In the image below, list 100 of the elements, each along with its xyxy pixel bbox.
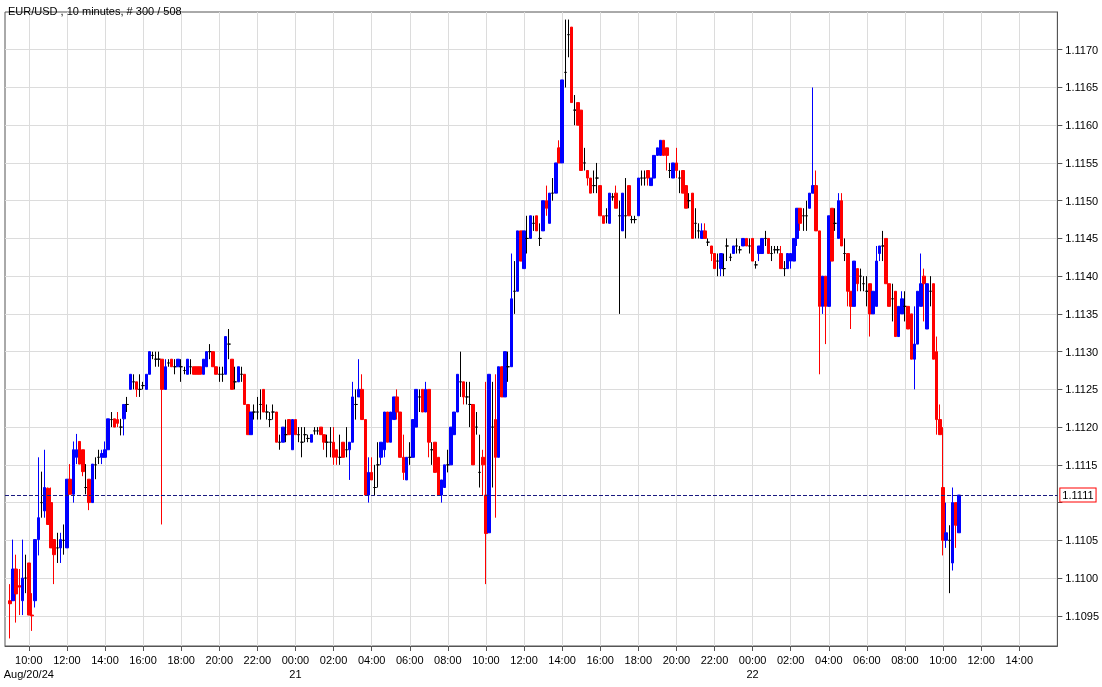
candlestick (798, 207, 802, 232)
candlestick (249, 411, 253, 436)
candlestick (227, 328, 231, 360)
candlestick (233, 366, 237, 390)
candlestick (237, 366, 240, 383)
candlestick (421, 388, 424, 413)
candlestick (751, 237, 754, 262)
candlestick (122, 403, 126, 436)
candlestick (779, 245, 783, 270)
x-tick-label: 06:00 (853, 653, 881, 666)
candlestick (424, 381, 427, 413)
x-tick-label: 02:00 (776, 653, 805, 666)
x-tick-label: 18:00 (167, 653, 195, 666)
candlestick (541, 200, 545, 232)
candlestick (329, 426, 332, 458)
candlestick (694, 207, 697, 239)
y-tick-label: 1.1160 (1065, 119, 1099, 132)
x-tick-label: 22:00 (243, 653, 272, 666)
candlestick (843, 237, 846, 262)
candlestick (471, 403, 475, 466)
ref-line-label: 1.1111 (1062, 489, 1094, 502)
candlestick (176, 358, 180, 368)
candlestick (538, 222, 542, 247)
candlestick (475, 411, 478, 436)
x-tick-label: 22:00 (700, 653, 729, 666)
candlestick (525, 215, 529, 255)
text: Aug/20/24 (3, 667, 54, 680)
candlestick (624, 177, 627, 239)
y-tick-label: 1.1130 (1065, 345, 1099, 358)
candlestick (278, 434, 281, 451)
candlestick (748, 237, 751, 255)
candlestick (116, 411, 119, 428)
y-tick-label: 1.1125 (1065, 383, 1099, 396)
x-tick-label: 00:00 (738, 653, 767, 666)
candlestick (405, 456, 408, 481)
candlestick (618, 200, 621, 315)
candlestick (805, 200, 808, 232)
candlestick (97, 449, 100, 465)
candlestick (40, 471, 43, 519)
candlestick (491, 381, 494, 488)
candlestick (462, 381, 465, 405)
y-tick-label: 1.1095 (1065, 609, 1100, 622)
x-tick-label: 00:00 (281, 653, 310, 666)
x-tick-label: 16:00 (586, 653, 614, 666)
candlestick (840, 192, 843, 247)
candlestick (275, 411, 278, 443)
candlestick (186, 358, 189, 375)
candlestick (671, 162, 675, 179)
candlestick (948, 524, 951, 594)
candlestick (745, 237, 748, 247)
candlestick (567, 19, 570, 58)
x-tick-label: 12:00 (510, 653, 538, 666)
candlestick (957, 494, 961, 534)
candlestick (551, 177, 554, 202)
candlestick (418, 388, 421, 413)
candlestick (62, 523, 65, 556)
candlestick (218, 366, 221, 383)
candlestick (573, 94, 577, 126)
candlestick (922, 268, 926, 322)
y-tick-label: 1.1170 (1065, 43, 1099, 56)
candlestick (154, 351, 158, 368)
x-tick-label: 12:00 (967, 653, 995, 666)
candlestick (468, 381, 472, 428)
candlestick (110, 411, 113, 428)
chart-title: EUR/USD , 10 minutes, # 300 / 508 (8, 4, 182, 17)
y-tick-label: 1.1100 (1065, 572, 1099, 585)
y-tick-label: 1.1140 (1065, 270, 1099, 283)
candlestick (189, 358, 192, 375)
candlestick (310, 434, 313, 443)
x-tick-label: 12:00 (53, 653, 81, 666)
candlestick (700, 222, 704, 239)
x-tick-label: 02:00 (319, 653, 348, 666)
candlestick (408, 441, 412, 466)
candlestick (84, 463, 88, 495)
candlestick (59, 532, 62, 564)
candlestick (722, 253, 726, 277)
candlestick (859, 268, 862, 292)
candlestick (925, 283, 929, 330)
candlestick (173, 358, 177, 375)
candlestick (427, 388, 431, 458)
candlestick (446, 449, 450, 473)
candlestick (903, 290, 907, 322)
candlestick (259, 388, 262, 421)
candlestick (386, 411, 389, 443)
candlestick (494, 373, 497, 519)
candlestick (535, 215, 538, 232)
candlestick (459, 351, 462, 398)
x-tick-label: 20:00 (205, 653, 234, 666)
candlestick (262, 388, 265, 413)
candlestick (11, 539, 15, 602)
candlestick (224, 336, 227, 375)
candlestick (891, 283, 894, 322)
y-tick-label: 1.1135 (1065, 307, 1099, 320)
candlestick (332, 426, 335, 466)
candlestick (338, 434, 342, 466)
candlestick (770, 245, 773, 262)
candlestick (56, 532, 59, 564)
candlestick (484, 381, 488, 585)
candlestick (157, 351, 161, 368)
candlestick (954, 502, 958, 549)
